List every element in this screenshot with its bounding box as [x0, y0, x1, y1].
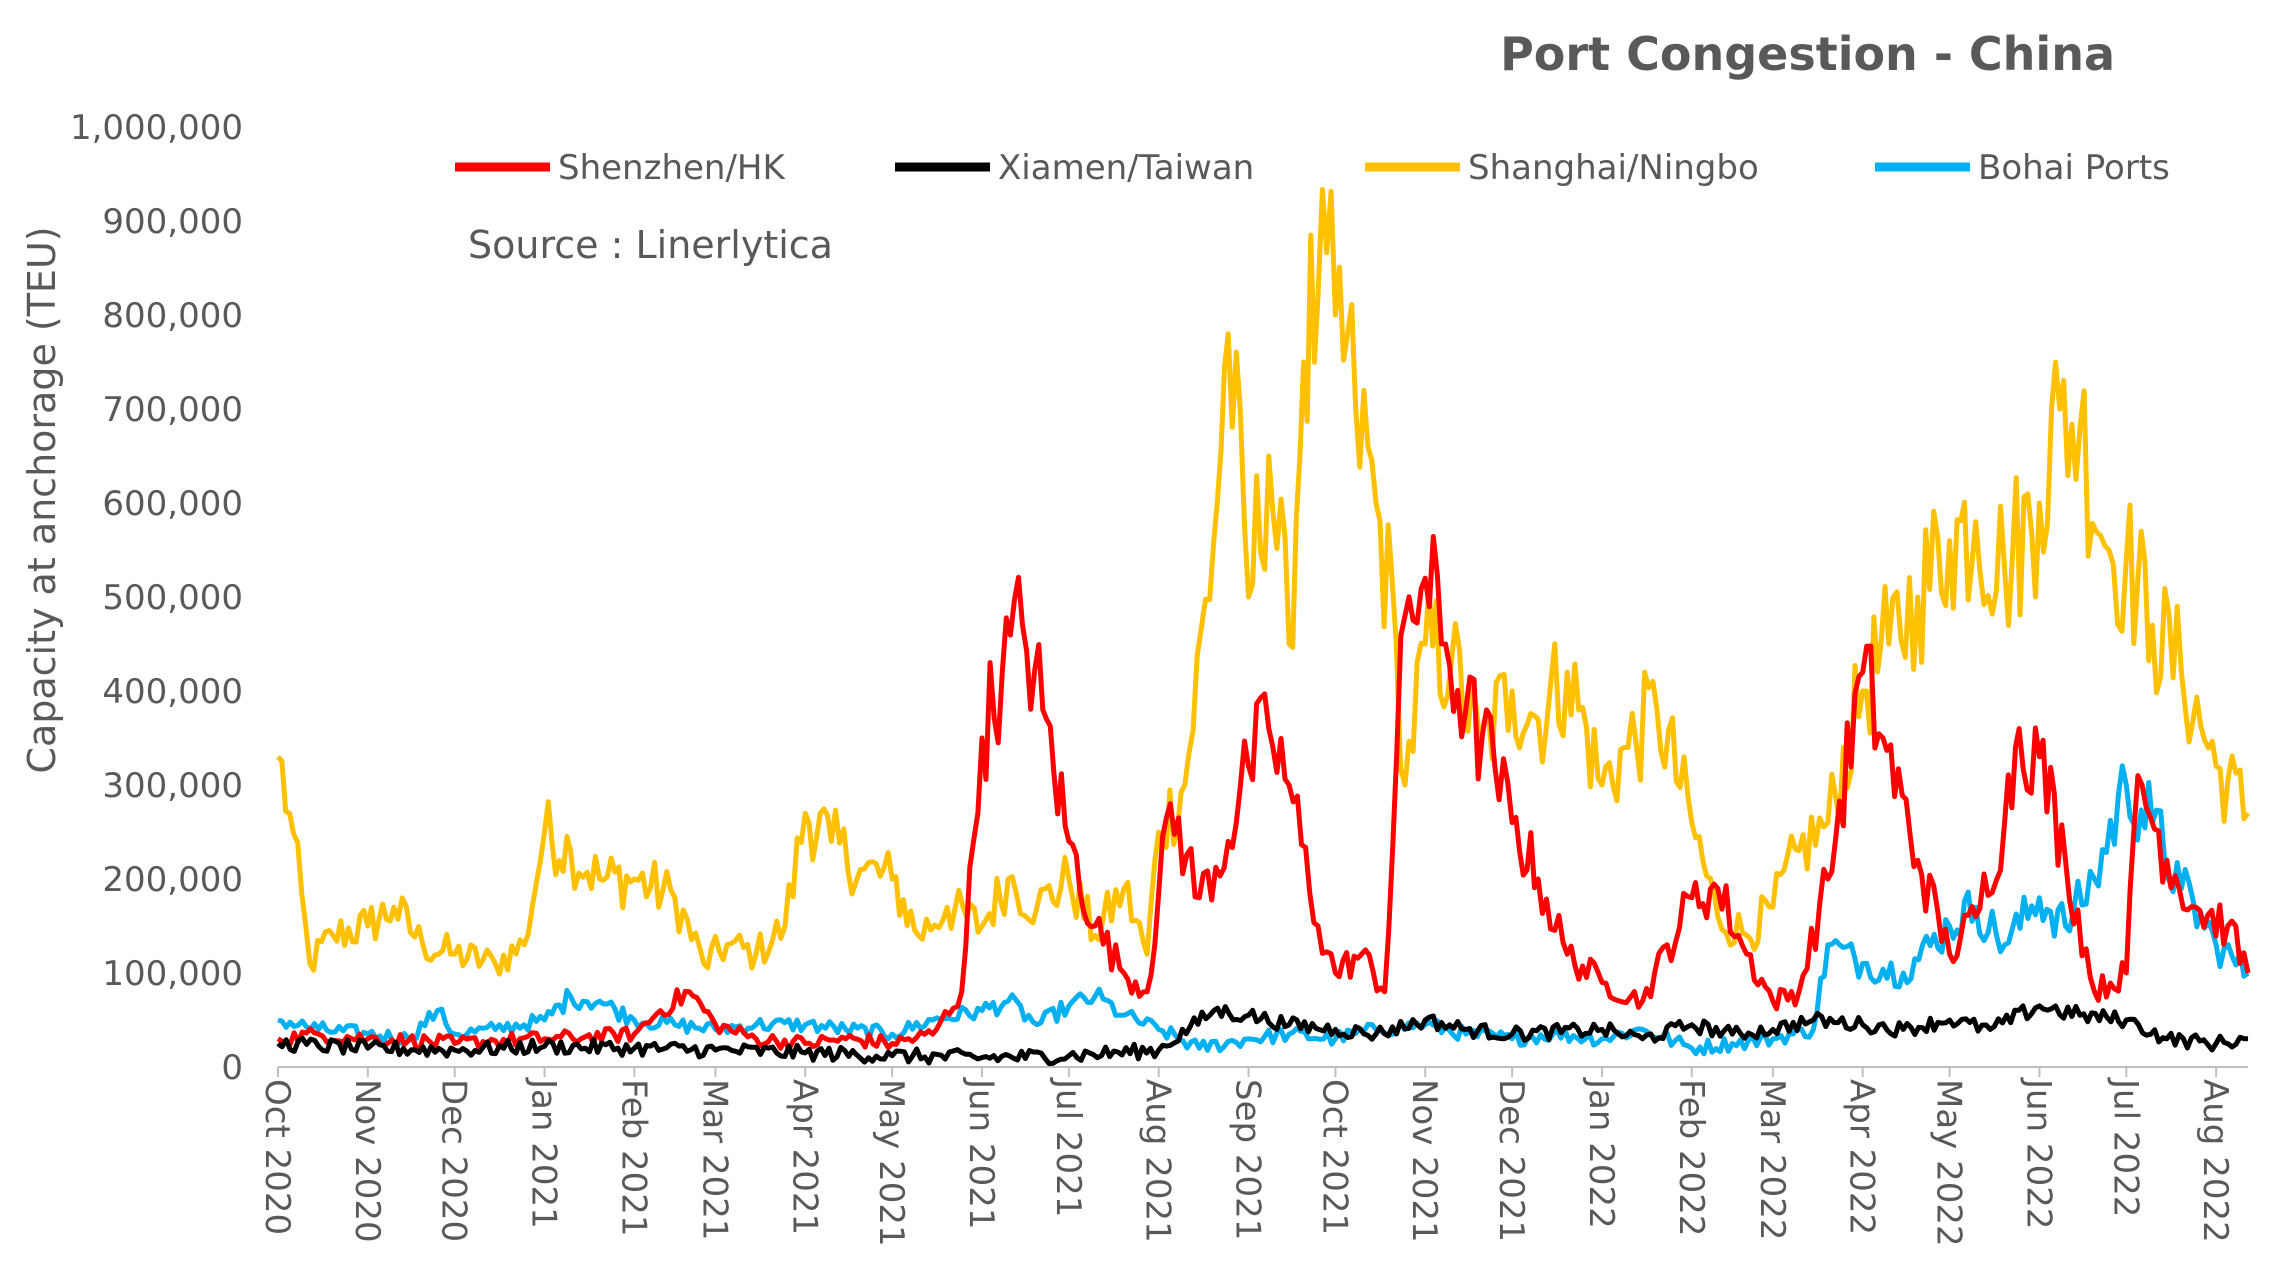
series-line-xiamen-taiwan	[276, 1003, 2249, 1067]
x-tick-label: Apr 2021	[784, 1079, 824, 1235]
x-tick-label: May 2022	[1929, 1079, 1969, 1247]
y-tick-label: 400,000	[102, 672, 243, 712]
x-tick-label: Jun 2021	[961, 1077, 1001, 1229]
legend-label-xiamen-taiwan: Xiamen/Taiwan	[998, 148, 1254, 188]
series-line-shenzhen-hk	[276, 534, 2251, 1052]
x-tick-label: Jan 2021	[524, 1077, 564, 1229]
y-axis-label: Capacity at anchorage (TEU)	[20, 226, 64, 773]
series-layer	[276, 187, 2251, 1067]
y-tick-label: 100,000	[102, 954, 243, 994]
x-tick-label: Aug 2022	[2195, 1079, 2235, 1243]
y-tick-label: 700,000	[102, 390, 243, 430]
y-tick-label: 800,000	[102, 296, 243, 336]
source-annotation: Source : Linerlytica	[468, 223, 833, 267]
y-tick-label: 200,000	[102, 860, 243, 900]
x-tick-label: May 2021	[871, 1079, 911, 1247]
x-tick-label: Feb 2022	[1671, 1079, 1711, 1237]
x-tick-label: Oct 2021	[1314, 1079, 1354, 1235]
y-tick-label: 1,000,000	[70, 108, 243, 148]
y-tick-label: 500,000	[102, 578, 243, 618]
x-tick-label: Jul 2021	[1048, 1077, 1088, 1217]
legend-label-shanghai-ningbo: Shanghai/Ningbo	[1468, 148, 1759, 188]
x-tick-label: Dec 2020	[434, 1079, 474, 1242]
y-tick-label: 300,000	[102, 766, 243, 806]
x-tick-label: Oct 2020	[257, 1079, 297, 1235]
series-line-shanghai-ningbo	[276, 187, 2251, 977]
x-tick-label: Aug 2021	[1138, 1079, 1178, 1243]
axis-layer: 0 100,000 200,000 300,000 400,000 500,000 600,…	[70, 108, 2248, 1247]
y-tick-label: 600,000	[102, 484, 243, 524]
x-tick-label: Jul 2022	[2105, 1077, 2145, 1217]
x-tick-label: Dec 2021	[1491, 1079, 1531, 1242]
legend-label-bohai-ports: Bohai Ports	[1978, 148, 2170, 188]
chart-title: Port Congestion - China	[1500, 27, 2115, 81]
legend-label-shenzhen-hk: Shenzhen/HK	[558, 148, 786, 188]
x-tick-label: Jan 2022	[1581, 1077, 1621, 1229]
x-tick-label: Mar 2021	[695, 1079, 735, 1240]
legend: Shenzhen/HK Xiamen/Taiwan Shanghai/Ningbo B…	[455, 148, 2170, 188]
x-tick-label: Feb 2021	[613, 1079, 653, 1237]
x-tick-label: Apr 2022	[1842, 1079, 1882, 1235]
x-tick-label: Jun 2022	[2018, 1077, 2058, 1229]
y-tick-label: 900,000	[102, 202, 243, 242]
y-tick-label: 0	[221, 1048, 243, 1088]
x-tick-label: Nov 2020	[347, 1079, 387, 1243]
x-tick-label: Nov 2021	[1404, 1079, 1444, 1243]
x-tick-label: Sep 2021	[1228, 1079, 1268, 1240]
series-line-bohai-ports	[277, 763, 2250, 1057]
x-tick-label: Mar 2022	[1752, 1079, 1792, 1240]
